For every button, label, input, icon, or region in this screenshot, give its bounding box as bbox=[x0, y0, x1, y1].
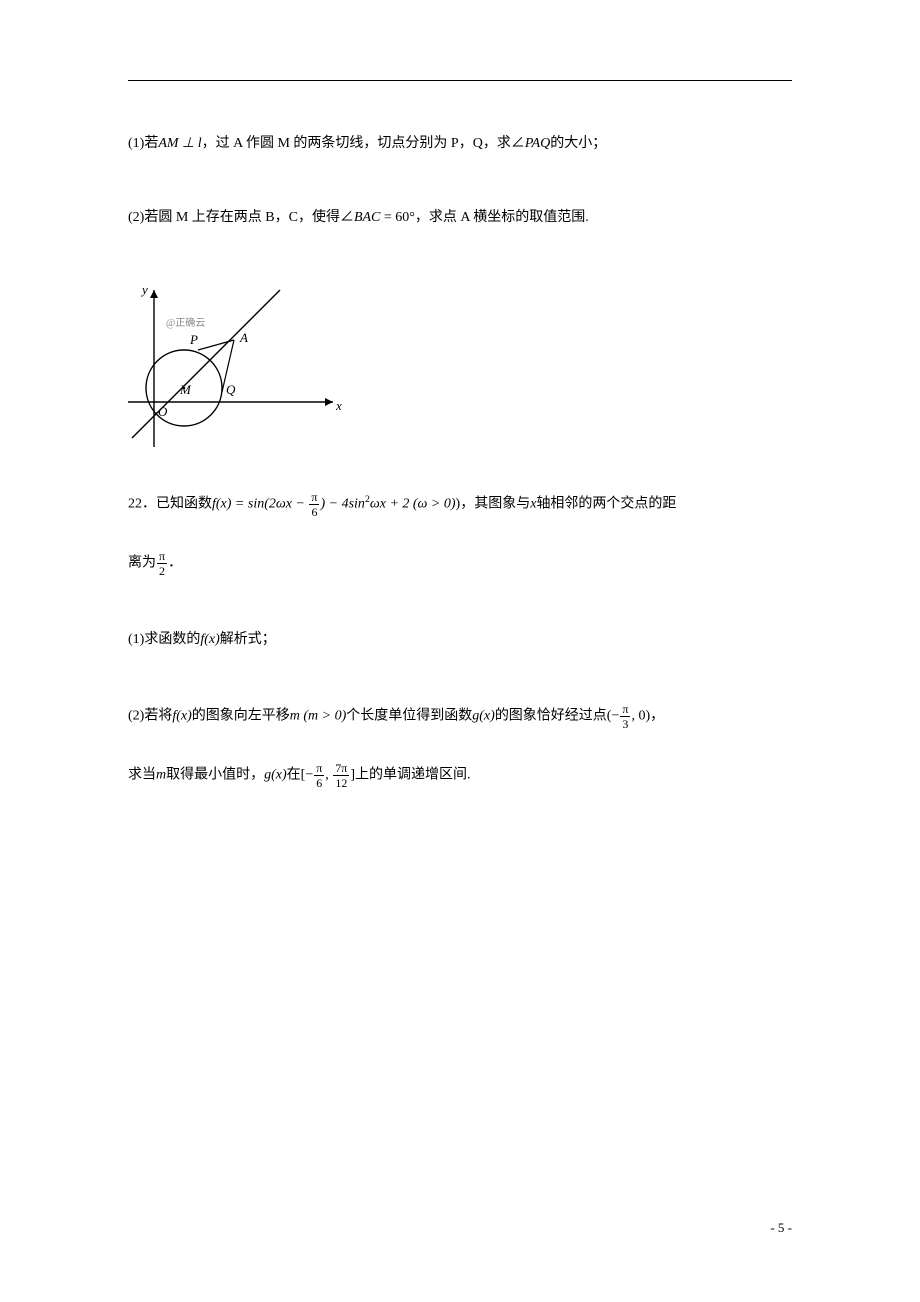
q22-p2-frac-den: 3 bbox=[620, 717, 630, 730]
q22-p3-tail: ]上的单调递增区间. bbox=[350, 768, 470, 783]
q22-p3-mid2: 在[− bbox=[287, 768, 314, 783]
q21-part1: (1)若AM ⊥ l，过 A 作圆 M 的两条切线，切点分别为 P，Q，求∠PA… bbox=[128, 133, 792, 155]
q22-frac1: π6 bbox=[309, 491, 319, 518]
q22-p3-f1-den: 6 bbox=[314, 776, 324, 789]
q21-figure: @正确云 y x O M P A Q bbox=[128, 282, 792, 467]
label-y: y bbox=[140, 282, 148, 297]
q22-p2-m: m (m > 0) bbox=[290, 709, 347, 724]
figure-watermark: @正确云 bbox=[166, 316, 205, 329]
q22-line2: 离为π2． bbox=[128, 550, 792, 577]
q22-p3-f1: π6 bbox=[314, 762, 324, 789]
label-m: M bbox=[179, 382, 192, 397]
q22-p3-mid1: 取得最小值时， bbox=[166, 768, 264, 783]
q22-close: )，其图象与 bbox=[456, 497, 531, 512]
page-footer: - 5 - bbox=[770, 1220, 792, 1236]
q22-frac2-den: 2 bbox=[157, 564, 167, 577]
q22-frac2: π2 bbox=[157, 550, 167, 577]
q22-p1-post: 解析式； bbox=[220, 632, 276, 647]
q22-frac2-num: π bbox=[157, 550, 167, 564]
q21-p1-angle: PAQ bbox=[525, 136, 550, 151]
segment-ap bbox=[198, 340, 234, 350]
q22-p2-mid4: , 0)， bbox=[631, 709, 664, 724]
q21-p2-pre: (2)若圆 M 上存在两点 B，C，使得∠ bbox=[128, 210, 354, 225]
q22-num: 22． bbox=[128, 497, 156, 512]
q22-p3-gx: g(x) bbox=[264, 768, 287, 783]
q22-p2-fx: f(x) bbox=[172, 709, 191, 724]
q22-part2-l1: (2)若将f(x)的图象向左平移m (m > 0)个长度单位得到函数g(x)的图… bbox=[128, 703, 792, 730]
label-x: x bbox=[335, 398, 342, 413]
q22-p3-f2: 7π12 bbox=[333, 762, 349, 789]
q21-figure-svg: @正确云 y x O M P A Q bbox=[128, 282, 348, 462]
x-axis-arrow bbox=[325, 398, 333, 406]
q22-part2-l2: 求当m取得最小值时，g(x)在[−π6, 7π12]上的单调递增区间. bbox=[128, 762, 792, 789]
q22-p3-pre: 求当 bbox=[128, 768, 156, 783]
q21-p1-post: ，过 A 作圆 M 的两条切线，切点分别为 P，Q，求∠ bbox=[202, 136, 525, 151]
q22-omega: ωx + 2 (ω > 0) bbox=[370, 497, 456, 512]
label-o: O bbox=[158, 404, 168, 419]
label-q: Q bbox=[226, 382, 236, 397]
q21-p1-pre: (1)若 bbox=[128, 136, 158, 151]
q22-tail1: 轴相邻的两个交点的距 bbox=[536, 497, 676, 512]
q22-part1: (1)求函数的f(x)解析式； bbox=[128, 629, 792, 651]
q21-p1-expr: AM ⊥ l bbox=[158, 136, 201, 151]
q22-p2-frac: π3 bbox=[620, 703, 630, 730]
q22-p2-mid3: 的图象恰好经过点(− bbox=[495, 709, 620, 724]
q22-p3-f2-num: 7π bbox=[333, 762, 349, 776]
top-rule bbox=[128, 80, 792, 81]
page-container: (1)若AM ⊥ l，过 A 作圆 M 的两条切线，切点分别为 P，Q，求∠PA… bbox=[0, 0, 920, 789]
q22-p1-fx: f(x) bbox=[200, 632, 219, 647]
q22-l2b: ． bbox=[168, 556, 182, 571]
q22-frac1-den: 6 bbox=[309, 505, 319, 518]
q21-p2-post: ，求点 A 横坐标的取值范围. bbox=[415, 210, 589, 225]
q21-part2: (2)若圆 M 上存在两点 B，C，使得∠BAC = 60°，求点 A 横坐标的… bbox=[128, 207, 792, 229]
q22-p3-f1-num: π bbox=[314, 762, 324, 776]
q21-p2-eq: = 60° bbox=[380, 210, 415, 225]
q22-line1: 22．已知函数f(x) = sin(2ωx − π6) − 4sin2ωx + … bbox=[128, 491, 792, 518]
y-axis-arrow bbox=[150, 290, 158, 298]
q22-p2-frac-num: π bbox=[620, 703, 630, 717]
q22-l2a: 离为 bbox=[128, 556, 156, 571]
label-p: P bbox=[189, 332, 198, 347]
q22-p3-f2-den: 12 bbox=[333, 776, 349, 789]
q22-p1-pre: (1)求函数的 bbox=[128, 632, 200, 647]
q22-p2-gx: g(x) bbox=[472, 709, 495, 724]
q22-p2-mid1: 的图象向左平移 bbox=[192, 709, 290, 724]
q22-frac1-num: π bbox=[309, 491, 319, 505]
label-a: A bbox=[239, 330, 248, 345]
q22-p3-comma: , bbox=[325, 768, 332, 783]
q22-p2-mid2: 个长度单位得到函数 bbox=[346, 709, 472, 724]
q22-p2-pre: (2)若将 bbox=[128, 709, 172, 724]
q22-mid: ) − 4sin bbox=[320, 497, 364, 512]
q22-p3-m: m bbox=[156, 768, 166, 783]
q21-p1-tail: 的大小； bbox=[550, 136, 606, 151]
q22-fx: f(x) = sin(2ωx − bbox=[212, 497, 308, 512]
q22-lead: 已知函数 bbox=[156, 497, 212, 512]
q21-p2-angle: BAC bbox=[354, 210, 380, 225]
